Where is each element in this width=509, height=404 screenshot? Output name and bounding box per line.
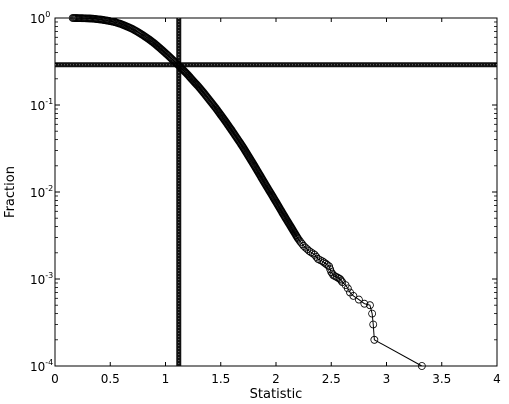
y-axis-label: Fraction — [3, 166, 18, 218]
y-tick-label: 100 — [30, 10, 50, 26]
data-point — [369, 320, 378, 329]
data-series — [68, 14, 426, 370]
data-point — [334, 274, 343, 282]
data-point — [349, 291, 358, 300]
data-point — [337, 276, 346, 285]
data-point — [368, 309, 377, 318]
x-tick-label: 4 — [493, 372, 501, 386]
x-axis-label: Statistic — [250, 387, 303, 402]
x-tick-label: 0.5 — [101, 372, 120, 386]
x-tick-label: 2.5 — [322, 372, 341, 386]
y-tick-label: 10-1 — [30, 97, 53, 113]
data-point — [360, 299, 369, 308]
data-point — [316, 256, 325, 265]
reference-lines — [55, 18, 497, 366]
x-tick-label: 2 — [272, 372, 280, 386]
x-tick-label: 1 — [162, 372, 170, 386]
data-point — [323, 261, 332, 269]
y-tick-label: 10-2 — [30, 184, 53, 200]
x-axis-ticks: 0 0.5 1 1.5 2 2.5 3 3.5 4 — [51, 18, 501, 386]
data-point — [354, 295, 363, 304]
data-point — [366, 301, 374, 310]
y-axis-ticks: 100 10-1 10-2 10-3 10-4 — [30, 10, 497, 374]
x-tick-label: 0 — [51, 372, 59, 386]
plot-area — [54, 17, 498, 367]
data-point — [314, 255, 322, 263]
x-tick-label: 3.5 — [432, 372, 451, 386]
x-tick-label: 3 — [383, 372, 391, 386]
data-point — [370, 335, 379, 344]
data-point — [292, 232, 301, 241]
y-tick-label: 10-4 — [30, 358, 53, 374]
x-tick-label: 1.5 — [211, 372, 230, 386]
y-tick-label: 10-3 — [30, 271, 53, 287]
data-point — [417, 362, 426, 370]
data-point — [343, 284, 352, 293]
